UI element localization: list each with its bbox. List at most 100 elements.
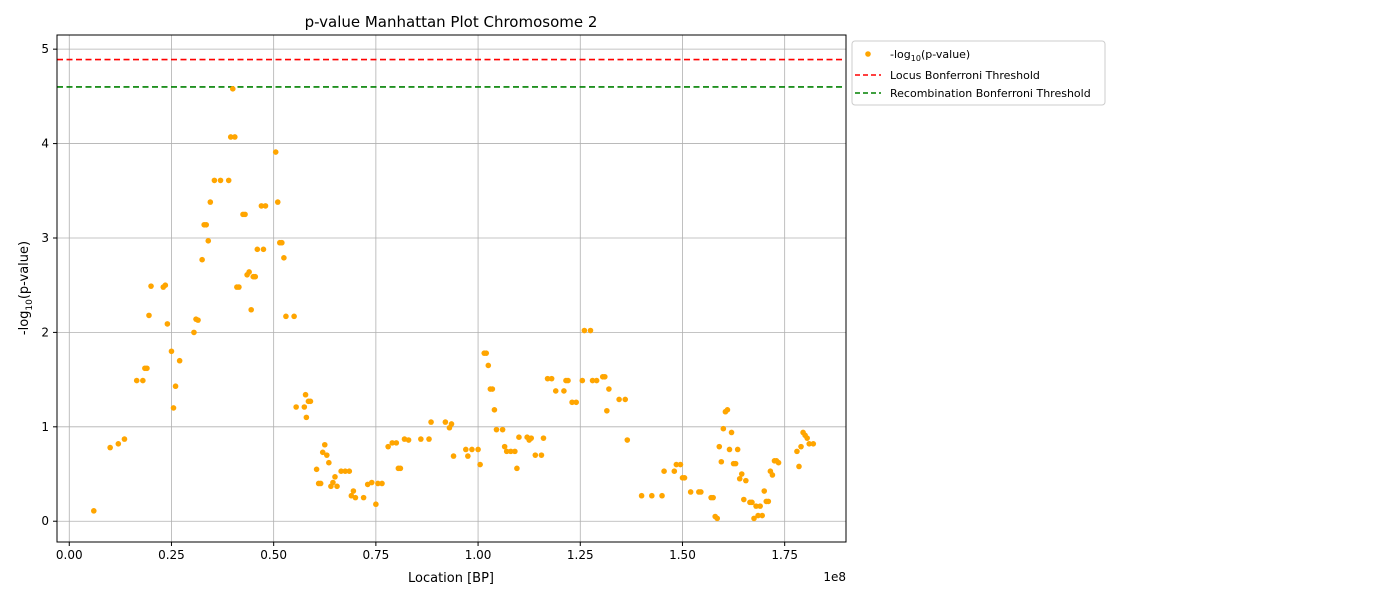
grid-lines <box>57 35 846 542</box>
data-point <box>753 503 759 509</box>
y-tick-label: 0 <box>41 514 49 528</box>
data-point <box>428 419 434 425</box>
data-point <box>115 441 122 447</box>
data-point <box>469 446 475 453</box>
data-point <box>548 375 555 382</box>
data-point <box>313 466 320 473</box>
data-point <box>638 492 645 499</box>
data-point <box>375 480 381 487</box>
data-point <box>698 489 704 495</box>
data-point <box>291 313 297 320</box>
data-point <box>516 434 522 441</box>
legend-label-pvalue-prefix: -log <box>890 48 911 61</box>
data-point <box>806 441 813 447</box>
data-point <box>687 489 694 495</box>
data-point <box>246 269 252 275</box>
data-point <box>751 515 757 522</box>
data-point <box>720 425 727 432</box>
data-point <box>307 398 314 405</box>
data-point <box>442 419 449 425</box>
data-point <box>593 377 600 384</box>
data-point <box>301 404 308 410</box>
x-axis-label: Location [BP] <box>408 571 494 586</box>
data-point <box>507 448 514 455</box>
data-point <box>757 503 763 509</box>
data-point <box>761 488 768 494</box>
data-point <box>671 468 678 474</box>
data-point <box>324 452 330 458</box>
x-tick-label: 1.00 <box>465 548 492 562</box>
data-point <box>624 437 631 443</box>
data-point <box>342 468 349 474</box>
data-point <box>338 468 344 474</box>
data-point <box>724 407 731 413</box>
y-axis-ticks: 0 1 2 3 4 5 <box>41 42 57 528</box>
data-point <box>144 365 150 372</box>
data-point <box>302 391 309 398</box>
data-point <box>573 399 579 406</box>
data-point <box>405 437 412 443</box>
data-point <box>485 362 492 369</box>
y-axis-label: -log10(p-value) <box>17 241 35 335</box>
legend-label-recombination: Recombination Bonferroni Threshold <box>890 87 1091 100</box>
data-point <box>199 256 205 263</box>
data-point <box>677 461 684 468</box>
data-point <box>810 441 817 447</box>
data-point <box>579 377 586 384</box>
data-point <box>317 480 324 487</box>
data-point <box>393 440 400 446</box>
data-point <box>121 436 128 442</box>
y-tick-label: 4 <box>41 137 49 151</box>
legend: -log10(p-value) Locus Bonferroni Thresho… <box>851 40 1106 106</box>
data-point <box>649 492 655 499</box>
data-point <box>90 508 97 514</box>
data-point <box>379 480 385 487</box>
data-point <box>360 494 367 501</box>
data-point <box>293 404 299 410</box>
data-point <box>483 350 490 356</box>
data-point <box>260 246 267 253</box>
data-point <box>489 386 496 392</box>
y-axis-label-prefix: -log <box>17 311 32 336</box>
data-point <box>418 436 424 442</box>
threshold-lines <box>57 58 846 88</box>
data-point <box>734 446 741 453</box>
x-tick-label: 1.75 <box>771 548 798 562</box>
data-point <box>279 239 285 246</box>
data-point <box>728 429 735 436</box>
legend-label-pvalue-subscript: 10 <box>911 54 921 63</box>
data-point <box>205 238 212 244</box>
legend-label-pvalue: -log10(p-value) <box>890 48 970 63</box>
data-point <box>755 512 761 519</box>
data-point <box>352 494 359 501</box>
data-point <box>749 499 755 506</box>
data-point <box>499 426 506 433</box>
data-point <box>759 512 765 519</box>
x-tick-label: 0.50 <box>260 548 287 562</box>
data-point <box>514 465 520 472</box>
x-axis-ticks: 0.00 0.25 0.50 0.75 1.00 1.25 1.50 1.75 <box>56 542 798 562</box>
data-point <box>262 203 269 209</box>
data-point <box>493 426 500 433</box>
data-point <box>148 283 154 289</box>
x-axis-offset-label: 1e8 <box>823 570 846 584</box>
axes-frame <box>56 34 847 543</box>
data-point <box>503 448 510 455</box>
data-point <box>512 448 518 455</box>
data-point <box>565 377 571 384</box>
legend-box <box>851 40 1106 106</box>
data-point <box>736 475 743 482</box>
data-point <box>162 282 169 288</box>
data-points <box>90 86 817 522</box>
data-point <box>616 396 622 403</box>
data-point <box>146 312 152 319</box>
x-tick-label: 1.50 <box>669 548 696 562</box>
data-point <box>229 86 236 92</box>
data-point <box>170 405 177 411</box>
y-axis-label-suffix: (p-value) <box>17 241 32 299</box>
data-point <box>281 255 287 261</box>
data-point <box>710 494 716 501</box>
data-point <box>569 399 575 406</box>
x-tick-label: 0.75 <box>363 548 390 562</box>
data-point <box>195 317 201 323</box>
